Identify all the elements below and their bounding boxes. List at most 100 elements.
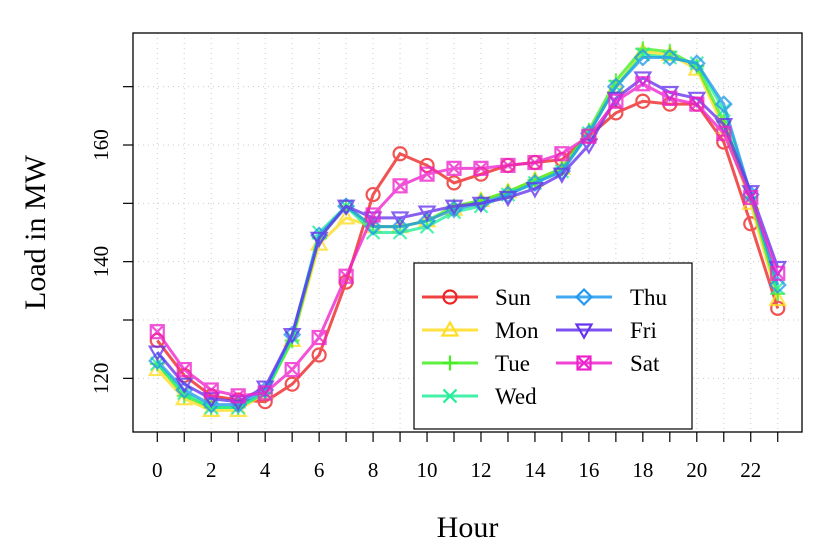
- data-point-square: [743, 189, 759, 206]
- x-tick-label: 8: [368, 458, 379, 482]
- data-point: [311, 347, 327, 363]
- data-point: [282, 327, 302, 345]
- data-point-square: [419, 166, 435, 182]
- data-point: [576, 355, 592, 371]
- series-line: [156, 82, 780, 398]
- data-point: [768, 275, 787, 295]
- data-point: [202, 395, 221, 414]
- data-point-cross: [662, 91, 678, 106]
- data-point: [309, 231, 329, 249]
- data-point: [442, 388, 458, 404]
- plot-frame: [132, 32, 803, 433]
- data-point: [770, 300, 786, 316]
- data-point: [284, 376, 300, 392]
- legend-label: Sun: [495, 285, 531, 310]
- legend-box: [413, 262, 693, 430]
- data-point: [635, 76, 651, 92]
- x-tick-label: 18: [632, 458, 653, 482]
- data-point-cross: [284, 362, 300, 377]
- x-tick-label: 20: [686, 458, 707, 482]
- data-point-cross: [576, 355, 592, 371]
- data-point-cross: [473, 161, 489, 176]
- data-point: [581, 128, 597, 144]
- data-point-cross: [716, 126, 732, 141]
- axes: 0 2 4 6 8 10 12 14 16 18 20 22 120 140 160: [89, 32, 803, 482]
- data-point-cross: [689, 96, 705, 112]
- legend: Sun Mon Tue Wed Thu Fri Sat: [413, 262, 693, 430]
- data-point: [444, 199, 464, 216]
- data-point-cross: [554, 146, 570, 162]
- data-point-square: [770, 265, 786, 281]
- legend-item-mon: Mon: [422, 318, 539, 343]
- data-point-cross: [527, 155, 543, 170]
- data-point-square: [311, 329, 327, 346]
- data-point: [743, 189, 759, 206]
- data-point: [176, 361, 192, 378]
- data-point: [446, 160, 462, 176]
- legend-item-sat: Sat: [556, 351, 660, 376]
- data-point: [635, 93, 651, 109]
- x-tick-label: 4: [260, 458, 271, 482]
- data-point-square: [392, 178, 408, 194]
- data-point: [714, 117, 734, 135]
- data-point: [392, 178, 408, 194]
- data-point: [203, 382, 219, 398]
- data-point: [336, 199, 356, 216]
- data-point-cross: [257, 385, 273, 401]
- legend-label: Sat: [630, 351, 660, 376]
- data-point: [419, 166, 435, 182]
- data-point: [311, 329, 327, 346]
- x-tick-label: 2: [206, 458, 217, 482]
- data-point: [417, 205, 437, 222]
- legend-item-wed: Wed: [422, 384, 537, 409]
- x-tick-label: 16: [578, 458, 599, 482]
- data-point-square: [500, 157, 516, 174]
- data-point: [554, 146, 570, 162]
- data-point: [417, 211, 437, 230]
- data-point-cross: [176, 362, 192, 377]
- legend-item-sun: Sun: [422, 285, 531, 310]
- data-point-cross: [419, 166, 435, 182]
- legend-item-tue: Tue: [422, 351, 530, 376]
- data-point: [365, 207, 381, 223]
- data-point-square: [554, 146, 570, 162]
- data-point: [689, 96, 705, 112]
- data-point-square: [635, 76, 651, 92]
- data-point: [525, 182, 545, 199]
- x-tick-label: 10: [417, 458, 438, 482]
- data-point-square: [257, 385, 273, 401]
- data-point: [527, 154, 543, 171]
- data-point: [446, 175, 462, 191]
- data-point-cross: [500, 158, 516, 173]
- data-point: [574, 323, 594, 340]
- data-point: [498, 190, 518, 208]
- x-tick-label: 22: [740, 458, 761, 482]
- data-point-square: [527, 154, 543, 171]
- data-point-square: [176, 361, 192, 378]
- data-point-square: [203, 382, 219, 398]
- y-tick-label: 120: [89, 363, 113, 395]
- legend-label: Mon: [495, 318, 539, 343]
- legend-label: Tue: [495, 351, 530, 376]
- data-point: [336, 208, 356, 225]
- data-point: [525, 173, 544, 192]
- data-point: [391, 217, 410, 236]
- data-point-cross: [150, 324, 165, 339]
- x-axis-title: Hour: [437, 511, 499, 544]
- data-point: [390, 211, 410, 228]
- data-point: [365, 186, 381, 203]
- data-point-cross: [338, 268, 354, 284]
- data-point: [716, 125, 732, 141]
- data-point: [392, 146, 408, 162]
- y-tick-label: 160: [89, 129, 113, 161]
- data-point-cross: [203, 382, 219, 398]
- data-point-square: [662, 90, 678, 106]
- data-point-square: [608, 93, 624, 109]
- data-point: [574, 287, 594, 307]
- legend-item-thu: Thu: [556, 285, 668, 310]
- series-sat: [149, 76, 786, 404]
- data-point-cross: [446, 161, 462, 176]
- legend-label: Wed: [495, 384, 537, 409]
- legend-label: Fri: [630, 318, 657, 343]
